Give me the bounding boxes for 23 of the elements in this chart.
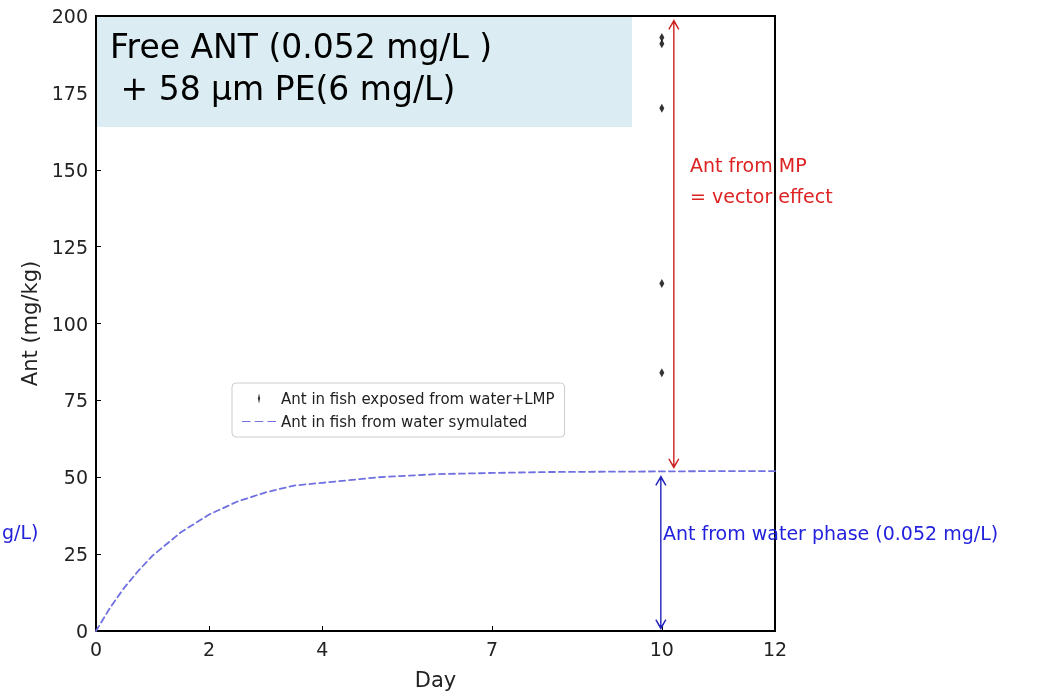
annotation: Free ANT (0.052 mg/L ) + 58 μm PE(6 mg/L) bbox=[110, 26, 494, 110]
y-tick-label: 200 bbox=[51, 5, 88, 27]
x-tick-label: 0 bbox=[89, 637, 103, 660]
y-tick-label: 0 bbox=[75, 620, 88, 642]
x-tick-label: 12 bbox=[762, 637, 788, 660]
y-tick-label: 175 bbox=[51, 81, 88, 104]
text-box: Free ANT (0.052 mg/L ) + 58 μm PE(6 mg/L) bbox=[97, 17, 632, 127]
y-tick-label: 100 bbox=[51, 312, 88, 335]
y-tick-label: 50 bbox=[63, 466, 88, 489]
legend-label: Ant in fish from water symulated bbox=[281, 412, 528, 431]
y-tick-label: 75 bbox=[63, 389, 88, 412]
y-tick-label: 150 bbox=[51, 158, 88, 181]
y-axis-title: Ant (mg/kg) bbox=[17, 260, 42, 387]
y-tick-label: 25 bbox=[63, 543, 88, 566]
x-tick-label: 2 bbox=[203, 637, 216, 660]
text: g/L) bbox=[2, 520, 39, 544]
annotation: Ant from MP = vector effect bbox=[690, 153, 833, 209]
x-tick-label: 4 bbox=[316, 637, 329, 660]
y-tick-label: 125 bbox=[51, 235, 88, 258]
x-tick-label: 7 bbox=[486, 637, 499, 660]
legend-label: Ant in fish exposed from water+LMP bbox=[281, 389, 555, 408]
x-axis-title: Day bbox=[414, 667, 457, 692]
x-tick-label: 10 bbox=[649, 637, 674, 660]
